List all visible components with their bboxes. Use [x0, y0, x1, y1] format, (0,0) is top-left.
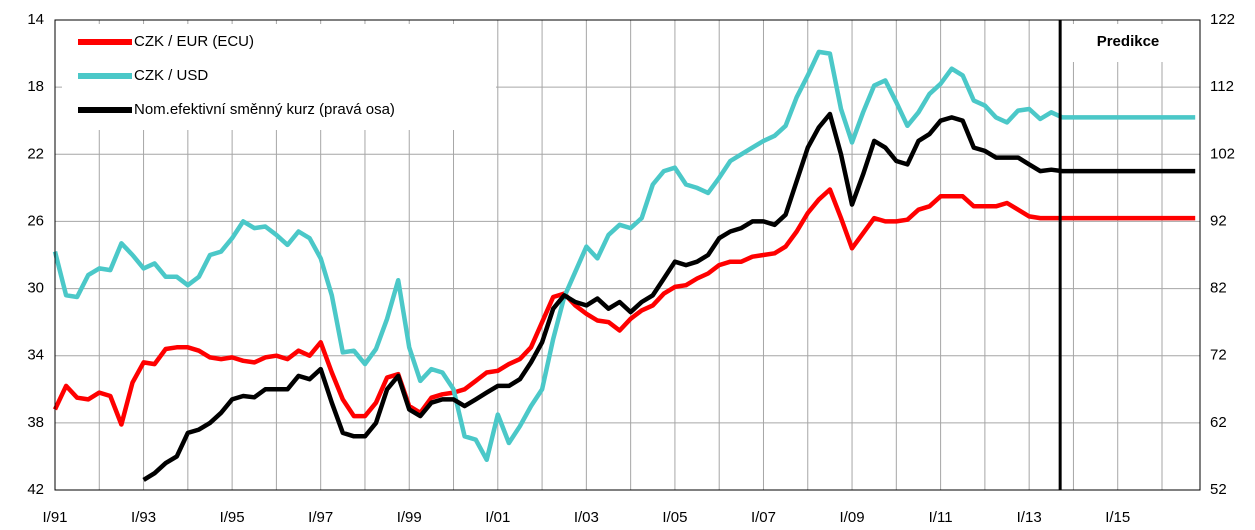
y2-tick-label: 92 — [1210, 212, 1227, 229]
y2-tick-label: 62 — [1210, 414, 1227, 431]
x-tick-label: I/91 — [42, 509, 67, 526]
x-tick-label: I/01 — [485, 509, 510, 526]
y2-tick-label: 112 — [1210, 78, 1234, 95]
x-tick-label: I/13 — [1017, 509, 1042, 526]
x-tick-label: I/15 — [1105, 509, 1130, 526]
annotation-box — [1070, 24, 1198, 62]
y2-tick-label: 52 — [1210, 481, 1227, 498]
y2-tick-label: 72 — [1210, 347, 1227, 364]
annotation: Predikce — [1097, 33, 1160, 50]
legend-box — [62, 24, 496, 130]
x-tick-label: I/97 — [308, 509, 333, 526]
x-tick-label: I/05 — [662, 509, 687, 526]
series-line — [52, 187, 1196, 427]
y2-tick-label: 122 — [1210, 11, 1235, 28]
legend-label: CZK / EUR (ECU) — [134, 33, 254, 50]
x-tick-label: I/11 — [929, 509, 953, 526]
x-tick-label: I/93 — [131, 509, 156, 526]
y-tick-label: 22 — [27, 145, 44, 162]
legend-label: CZK / USD — [134, 67, 208, 84]
series-line — [142, 111, 1196, 482]
legend-label: Nom.efektivní směnný kurz (pravá osa) — [134, 101, 395, 118]
x-tick-label: I/07 — [751, 509, 776, 526]
y-tick-label: 26 — [27, 212, 44, 229]
y-tick-label: 42 — [27, 481, 44, 498]
plot-frame — [54, 19, 1201, 491]
y2-tick-label: 82 — [1210, 280, 1227, 297]
y-tick-label: 34 — [27, 347, 44, 364]
y-tick-label: 14 — [27, 11, 44, 28]
x-tick-label: I/95 — [220, 509, 245, 526]
x-tick-label: I/09 — [840, 509, 865, 526]
series-line — [52, 49, 1196, 463]
y-tick-label: 30 — [27, 280, 44, 297]
x-tick-label: I/03 — [574, 509, 599, 526]
y-tick-label: 38 — [27, 414, 44, 431]
x-tick-label: I/99 — [397, 509, 422, 526]
y-tick-label: 18 — [27, 78, 44, 95]
y2-tick-label: 102 — [1210, 145, 1235, 162]
